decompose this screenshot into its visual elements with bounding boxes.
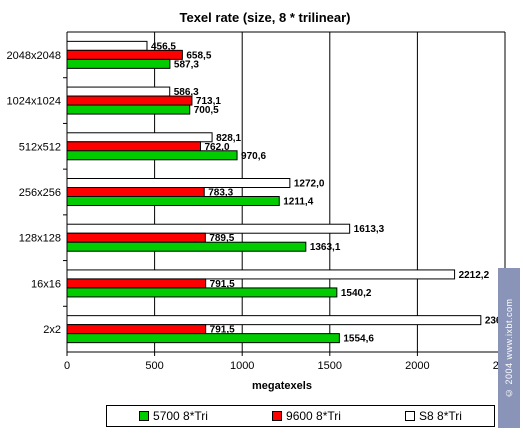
data-label-256x256-S8: 1272,0 bbox=[294, 179, 325, 190]
bar-512x512-S8 bbox=[66, 132, 213, 143]
bar-512x512-5700 bbox=[66, 150, 238, 161]
bar-2x2-S8 bbox=[66, 315, 482, 326]
data-label-2x2-5700: 1554,6 bbox=[343, 334, 374, 345]
bar-2048x2048-9600 bbox=[66, 49, 183, 60]
chart-title: Texel rate (size, 8 * trilinear) bbox=[180, 10, 351, 25]
bar-2048x2048-S8 bbox=[66, 40, 148, 51]
data-label-128x128-9600: 789,5 bbox=[209, 233, 234, 244]
bar-256x256-5700 bbox=[66, 196, 280, 206]
legend-swatch-s8 bbox=[405, 411, 416, 421]
category-label-2x2: 2x2 bbox=[43, 324, 61, 336]
legend-item-9600: 9600 8*Tri bbox=[272, 409, 341, 423]
watermark: © 2004 www.ixbt.com bbox=[498, 268, 520, 428]
legend-label-5700: 5700 8*Tri bbox=[153, 409, 208, 423]
category-label-512x512: 512x512 bbox=[19, 141, 61, 153]
data-label-512x512-S8: 828,1 bbox=[216, 133, 241, 144]
data-label-256x256-5700: 1211,4 bbox=[283, 197, 313, 208]
bar-128x128-5700 bbox=[66, 241, 307, 252]
legend-swatch-5700 bbox=[139, 411, 150, 421]
x-tick-label-0: 0 bbox=[64, 360, 70, 372]
bar-2x2-9600 bbox=[66, 324, 207, 335]
bar-1024x1024-9600 bbox=[66, 95, 193, 106]
data-label-16x16-S8: 2212,2 bbox=[459, 270, 490, 281]
category-label-256x256: 256x256 bbox=[19, 187, 61, 199]
data-label-1024x1024-5700: 700,5 bbox=[194, 105, 219, 116]
data-label-512x512-9600: 762,0 bbox=[205, 142, 230, 153]
bar-16x16-5700 bbox=[66, 287, 338, 298]
data-label-128x128-5700: 1363,1 bbox=[310, 242, 341, 253]
legend: 5700 8*Tri 9600 8*Tri S8 8*Tri bbox=[106, 405, 495, 427]
bar-128x128-9600 bbox=[66, 232, 206, 243]
legend-swatch-9600 bbox=[272, 411, 283, 421]
category-label-128x128: 128x128 bbox=[19, 233, 61, 245]
x-axis-label: megatexels bbox=[252, 380, 312, 392]
data-label-1024x1024-S8: 586,3 bbox=[174, 87, 199, 98]
legend-label-s8: S8 8*Tri bbox=[419, 409, 462, 423]
data-label-2048x2048-5700: 587,3 bbox=[174, 59, 199, 70]
plot-area: 050010001500200025002048x2048456,5658,55… bbox=[7, 31, 517, 372]
data-label-256x256-9600: 783,3 bbox=[208, 188, 233, 199]
data-label-1024x1024-9600: 713,1 bbox=[196, 96, 221, 107]
x-tick-label-1000: 1000 bbox=[230, 360, 254, 372]
data-label-2048x2048-9600: 658,5 bbox=[186, 50, 211, 61]
data-label-16x16-9600: 791,5 bbox=[210, 279, 235, 290]
bar-2048x2048-5700 bbox=[66, 58, 171, 69]
legend-label-9600: 9600 8*Tri bbox=[286, 409, 341, 423]
bar-1024x1024-S8 bbox=[66, 86, 171, 97]
legend-item-s8: S8 8*Tri bbox=[405, 409, 462, 423]
x-tick-label-1500: 1500 bbox=[318, 360, 342, 372]
bar-128x128-S8 bbox=[66, 223, 351, 234]
category-label-1024x1024: 1024x1024 bbox=[7, 96, 61, 108]
x-tick-label-500: 500 bbox=[145, 360, 163, 372]
bar-2x2-5700 bbox=[66, 333, 340, 344]
data-label-2048x2048-S8: 456,5 bbox=[151, 41, 176, 52]
data-label-512x512-5700: 970,6 bbox=[241, 151, 266, 162]
data-label-16x16-5700: 1540,2 bbox=[341, 288, 372, 299]
bar-1024x1024-5700 bbox=[66, 104, 191, 115]
bar-16x16-S8 bbox=[66, 269, 456, 280]
legend-item-5700: 5700 8*Tri bbox=[139, 409, 208, 423]
x-tick-label-2000: 2000 bbox=[405, 360, 429, 372]
bar-512x512-9600 bbox=[66, 141, 202, 152]
data-label-2x2-9600: 791,5 bbox=[210, 325, 235, 336]
bar-16x16-9600 bbox=[66, 278, 207, 289]
bar-256x256-S8 bbox=[66, 178, 291, 188]
data-label-128x128-S8: 1613,3 bbox=[354, 224, 385, 235]
bar-256x256-9600 bbox=[66, 187, 205, 197]
category-label-16x16: 16x16 bbox=[31, 278, 61, 290]
category-label-2048x2048: 2048x2048 bbox=[7, 50, 61, 62]
